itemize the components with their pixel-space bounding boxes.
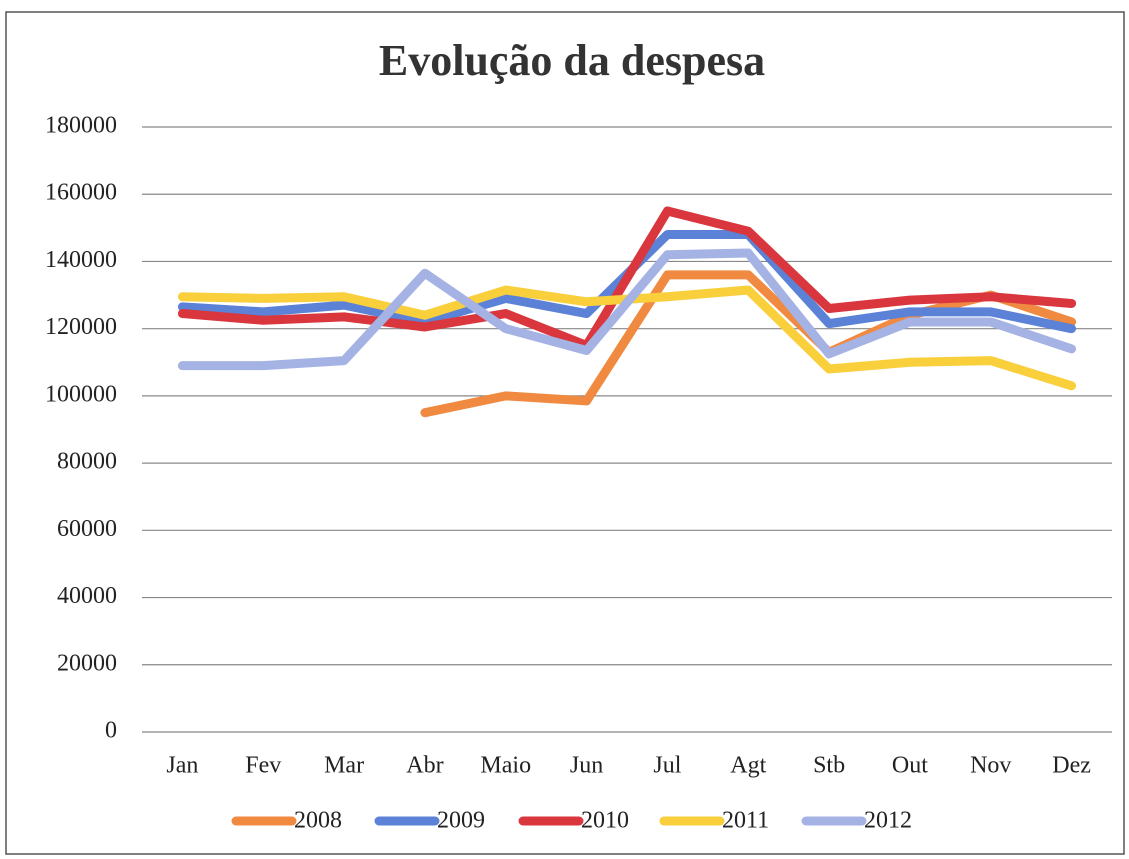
legend-label: 2012 <box>864 808 912 834</box>
y-tick-label: 40000 <box>57 583 117 609</box>
y-tick-label: 80000 <box>57 449 117 475</box>
x-tick-label: Jul <box>653 753 681 779</box>
series-line <box>177 248 1077 371</box>
legend-label: 2008 <box>294 808 342 834</box>
legend-label: 2011 <box>722 808 769 834</box>
y-tick-label: 120000 <box>45 314 117 340</box>
y-tick-label: 20000 <box>57 650 117 676</box>
series-line <box>177 206 1077 350</box>
x-tick-label: Abr <box>406 753 443 779</box>
y-tick-label: 160000 <box>45 180 117 206</box>
x-tick-label: Jun <box>570 753 603 779</box>
legend-label: 2009 <box>437 808 485 834</box>
x-tick-label: Out <box>892 753 928 779</box>
y-tick-label: 100000 <box>45 381 117 407</box>
y-tick-label: 180000 <box>45 113 117 139</box>
legend-label: 2010 <box>581 808 629 834</box>
x-tick-label: Mar <box>324 753 364 779</box>
x-tick-label: Fev <box>245 753 281 779</box>
x-tick-label: Dez <box>1052 753 1091 779</box>
chart-title: Evolução da despesa <box>379 36 765 85</box>
x-tick-label: Nov <box>970 753 1011 779</box>
y-tick-label: 140000 <box>45 247 117 273</box>
x-tick-label: Maio <box>480 753 531 779</box>
chart-frame <box>5 11 1125 855</box>
x-tick-label: Agt <box>730 753 766 779</box>
x-tick-label: Stb <box>813 753 845 779</box>
y-tick-label: 60000 <box>57 516 117 542</box>
y-tick-label: 0 <box>105 718 117 744</box>
x-tick-label: Jan <box>166 753 198 779</box>
